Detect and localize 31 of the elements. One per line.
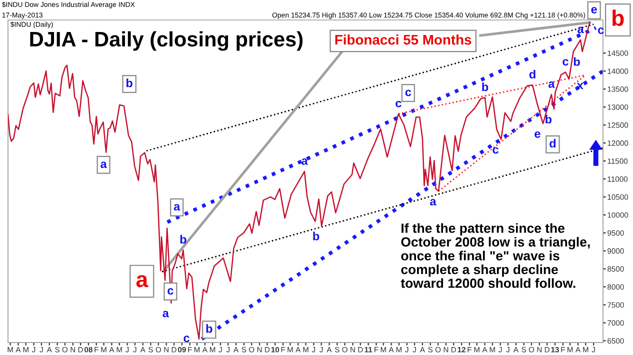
- text: b: [612, 10, 624, 26]
- annotation: e: [534, 131, 540, 138]
- text: e: [591, 7, 597, 14]
- annotation: a: [136, 275, 148, 288]
- annotation: a: [162, 310, 169, 318]
- text: DJIA - Daily (closing prices): [30, 31, 303, 51]
- annotation: Fibonacci 55 Months: [335, 34, 472, 45]
- annotation: c: [598, 28, 604, 34]
- annotation: a: [548, 81, 555, 88]
- annotation: c: [168, 288, 174, 295]
- annotation: b: [574, 57, 580, 66]
- annotation: b: [482, 82, 488, 92]
- annotation: a: [174, 204, 180, 211]
- annotation: a: [302, 158, 308, 165]
- annotation: a: [430, 198, 436, 206]
- annotation: b: [313, 232, 320, 240]
- annotation: c: [492, 147, 498, 154]
- annotation: b: [546, 114, 552, 124]
- annotation: b: [206, 324, 212, 333]
- annotation: d: [550, 138, 556, 148]
- annotation: a: [100, 162, 107, 168]
- annotation: c: [405, 90, 412, 96]
- annotation: If the the pattern since the October 2008 low is a triangle, once the final "e" wave is complete a sharp decline toward 12000 should follow.: [400, 223, 590, 288]
- annotation: a: [578, 26, 584, 34]
- annotation: x: [576, 82, 584, 90]
- annotation: b: [126, 78, 132, 88]
- annotation: c: [562, 59, 568, 66]
- annotation: b: [180, 234, 186, 244]
- annotation: c: [396, 100, 402, 108]
- annotation: c: [184, 336, 190, 342]
- annotation: d: [529, 70, 536, 79]
